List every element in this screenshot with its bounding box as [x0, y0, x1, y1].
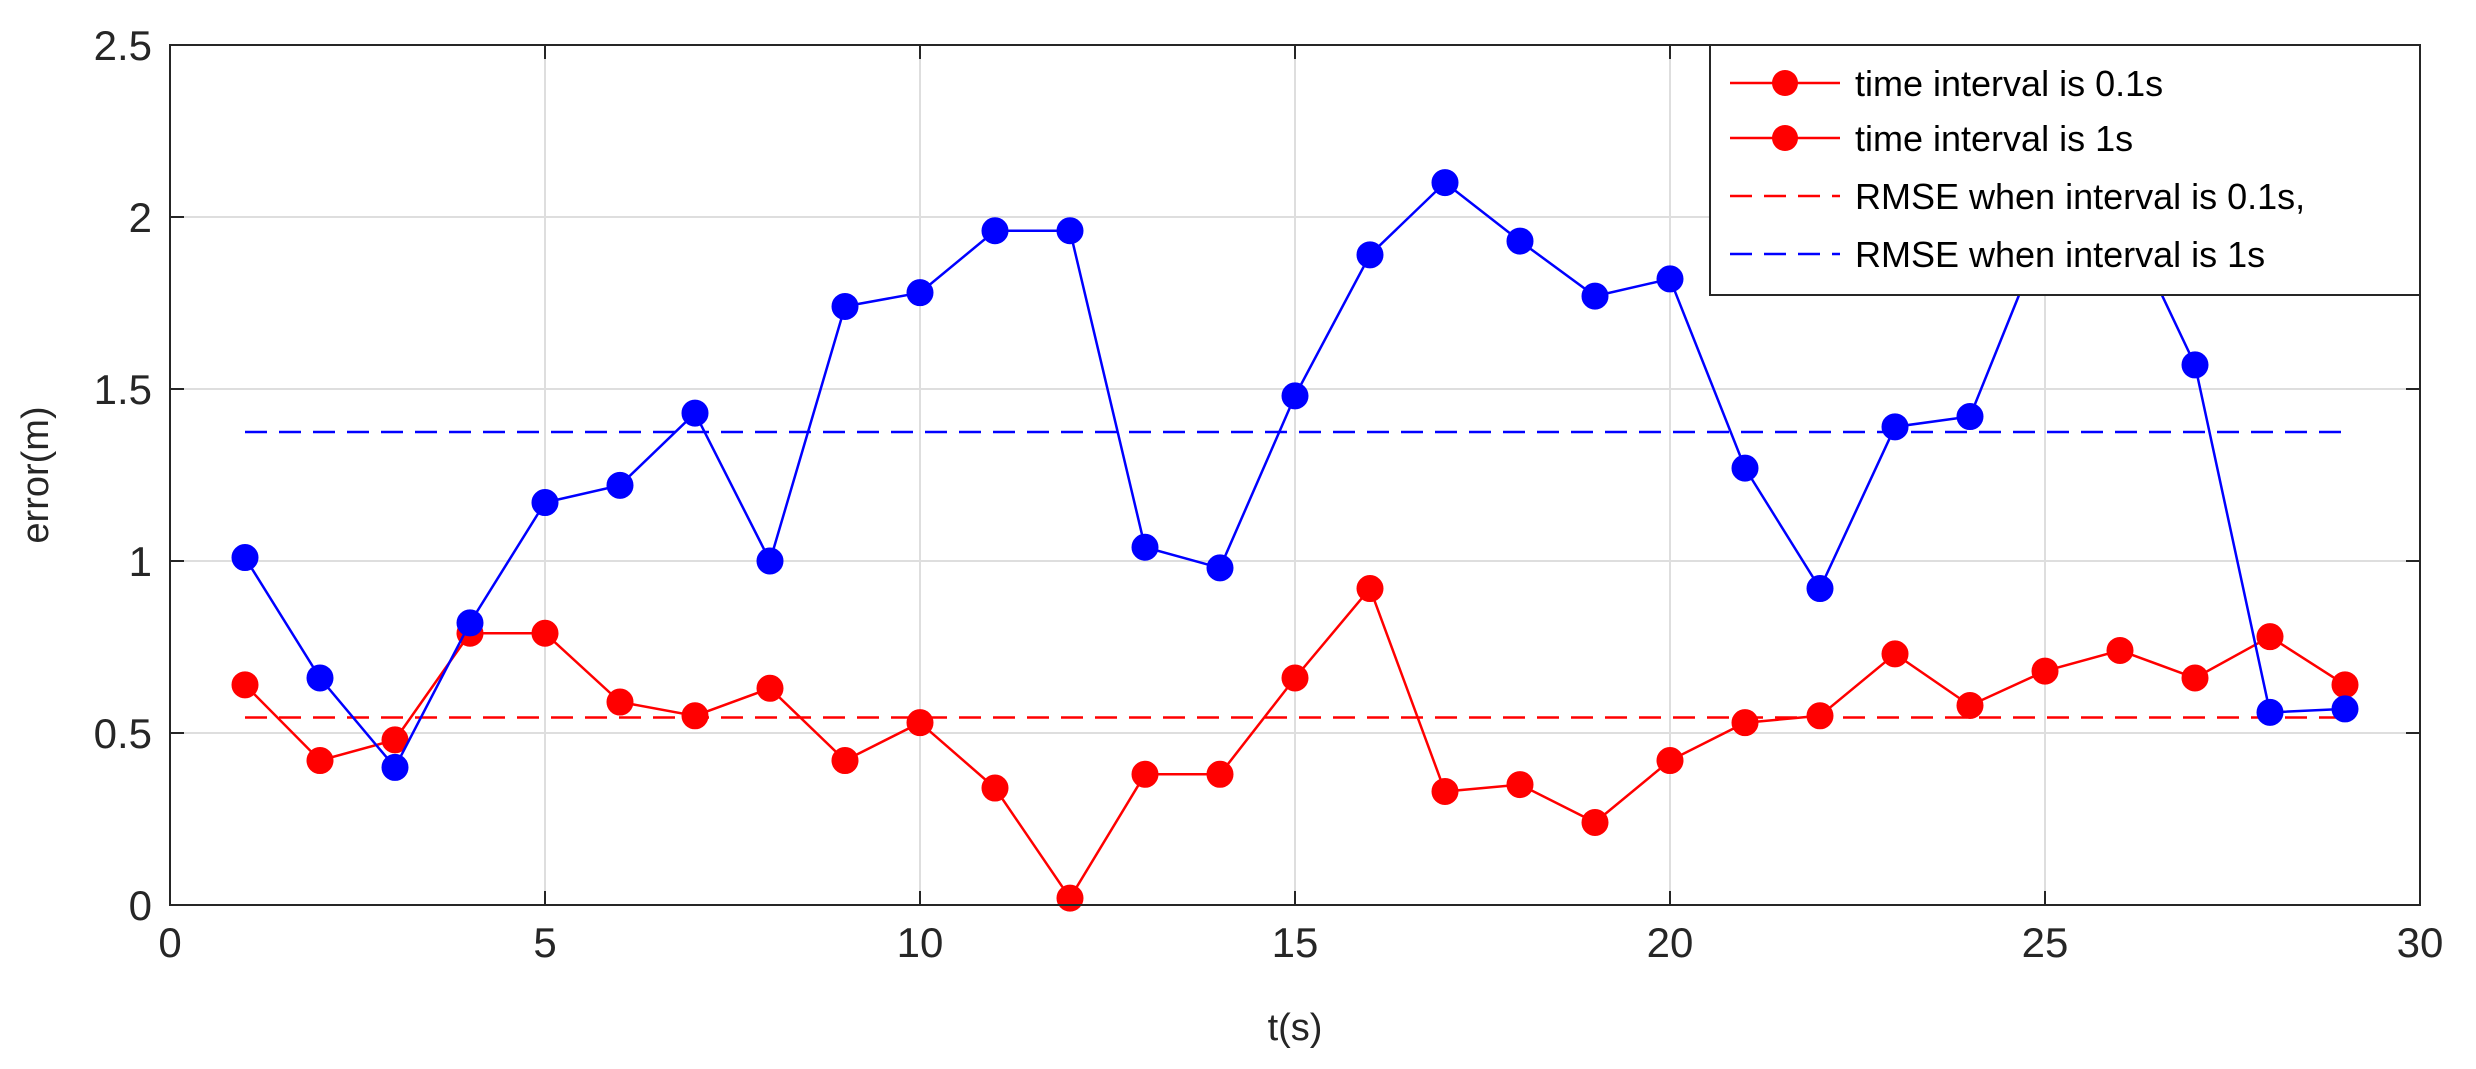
- series-0: [231, 575, 2359, 912]
- series-point-0: [681, 702, 709, 730]
- series-point-0: [1431, 777, 1459, 805]
- legend-marker-0: [1772, 70, 1798, 96]
- series-point-1: [2331, 695, 2359, 723]
- series-point-1: [1131, 533, 1159, 561]
- legend-label-2: RMSE when interval is 0.1s,: [1855, 176, 2305, 217]
- series-point-1: [756, 547, 784, 575]
- series-point-1: [681, 399, 709, 427]
- series-point-1: [381, 753, 409, 781]
- y-tick-label: 2: [129, 194, 152, 241]
- legend-label-1: time interval is 1s: [1855, 118, 2133, 159]
- series-point-0: [1731, 709, 1759, 737]
- series-point-1: [531, 489, 559, 517]
- series-point-1: [831, 292, 859, 320]
- y-axis-title: error(m): [15, 406, 57, 543]
- series-point-0: [2256, 623, 2284, 651]
- legend-box: [1709, 44, 2421, 296]
- x-tick-label: 30: [2397, 919, 2444, 966]
- series-point-0: [756, 674, 784, 702]
- series-point-1: [606, 471, 634, 499]
- series-point-0: [1206, 760, 1234, 788]
- series-point-1: [1581, 282, 1609, 310]
- series-point-1: [1806, 575, 1834, 603]
- series-point-1: [1656, 265, 1684, 293]
- y-tick-label: 2.5: [94, 22, 152, 69]
- x-tick-label: 25: [2022, 919, 2069, 966]
- series-point-1: [981, 217, 1009, 245]
- series-point-1: [1731, 454, 1759, 482]
- series-point-0: [1656, 747, 1684, 775]
- series-point-0: [2106, 636, 2134, 664]
- x-tick-label: 5: [533, 919, 556, 966]
- series-point-0: [1281, 664, 1309, 692]
- y-tick-label: 0: [129, 882, 152, 929]
- series-point-0: [981, 774, 1009, 802]
- y-tick-label: 1: [129, 538, 152, 585]
- x-tick-label: 0: [158, 919, 181, 966]
- series-point-0: [2331, 671, 2359, 699]
- series-point-0: [2031, 657, 2059, 685]
- series-point-1: [1431, 169, 1459, 197]
- y-tick-label: 0.5: [94, 710, 152, 757]
- series-point-1: [2256, 698, 2284, 726]
- series-point-1: [1206, 554, 1234, 582]
- legend: time interval is 0.1s time interval is 1s…: [1709, 44, 2421, 296]
- series-point-0: [231, 671, 259, 699]
- legend-marker-1: [1772, 125, 1798, 151]
- legend-label-0: time interval is 0.1s: [1855, 63, 2163, 104]
- series-point-0: [306, 747, 334, 775]
- x-tick-label: 15: [1272, 919, 1319, 966]
- x-tick-label: 20: [1647, 919, 1694, 966]
- series-point-0: [2181, 664, 2209, 692]
- series-point-1: [1281, 382, 1309, 410]
- series-point-0: [1356, 575, 1384, 603]
- series-point-1: [906, 279, 934, 307]
- series-point-0: [1881, 640, 1909, 668]
- series-point-1: [456, 609, 484, 637]
- series-point-1: [1506, 227, 1534, 255]
- series-point-1: [1881, 413, 1909, 441]
- series-point-0: [1956, 691, 1984, 719]
- legend-label-3: RMSE when interval is 1s: [1855, 234, 2265, 275]
- series-point-0: [606, 688, 634, 716]
- x-tick-label: 10: [897, 919, 944, 966]
- series-point-0: [831, 747, 859, 775]
- series-point-0: [1056, 884, 1084, 912]
- series-point-0: [1581, 808, 1609, 836]
- series-point-1: [1056, 217, 1084, 245]
- axis-ticks: 0 5 10 15 20 25 30 0 0.5 1 1.5 2 2.5: [94, 22, 2444, 966]
- series-point-1: [231, 544, 259, 572]
- series-point-1: [1356, 241, 1384, 269]
- series-point-0: [906, 709, 934, 737]
- series-point-0: [1506, 771, 1534, 799]
- x-axis-title: t(s): [1268, 1007, 1323, 1049]
- rmse-lines: [245, 430, 2345, 719]
- series-point-1: [306, 664, 334, 692]
- series-point-1: [1956, 403, 1984, 431]
- series-point-1: [2181, 351, 2209, 379]
- series-point-0: [531, 619, 559, 647]
- series-point-0: [1806, 702, 1834, 730]
- y-tick-label: 1.5: [94, 366, 152, 413]
- series-point-0: [1131, 760, 1159, 788]
